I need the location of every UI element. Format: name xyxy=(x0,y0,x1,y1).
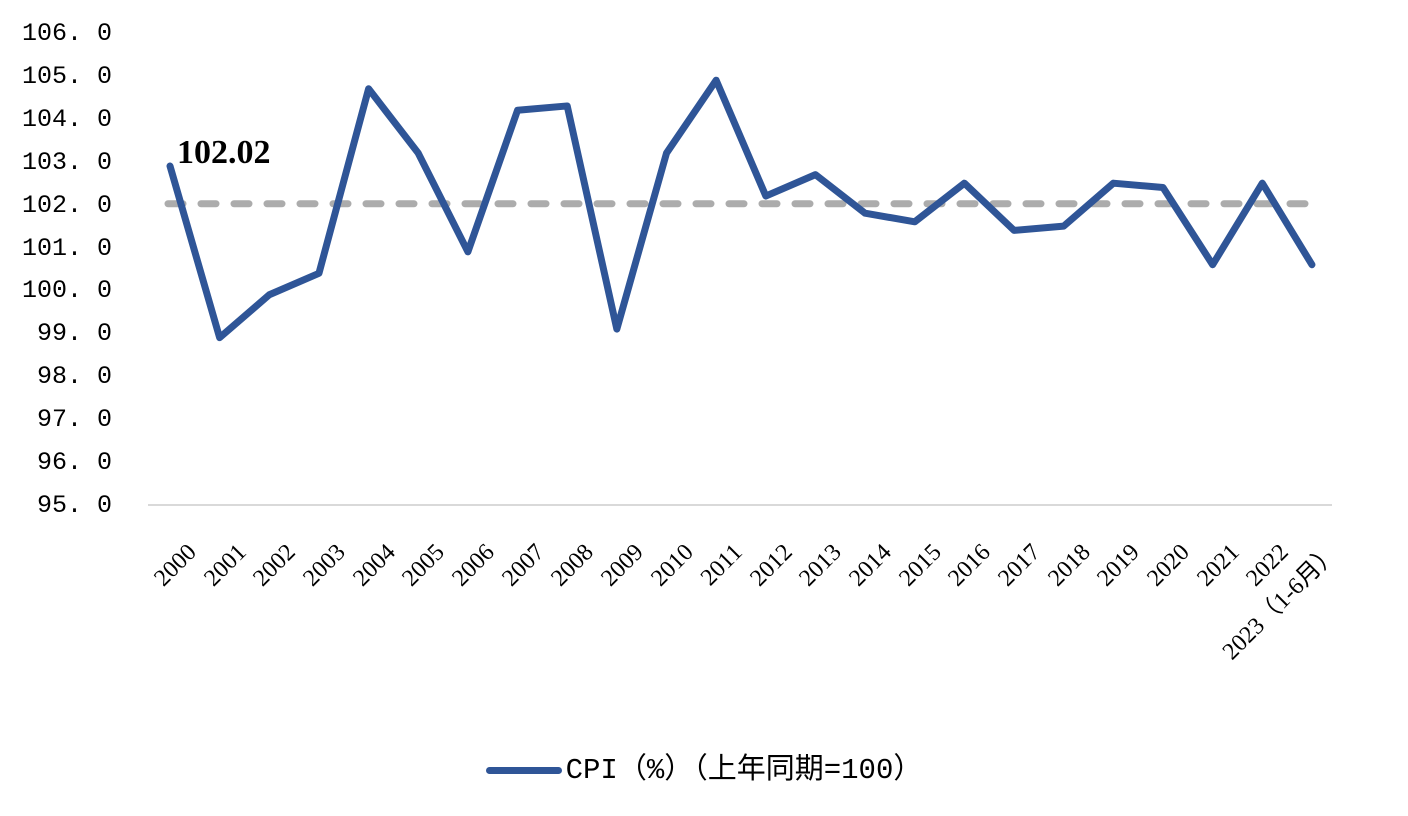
y-tick-label: 103. 0 xyxy=(21,147,112,177)
legend-line-swatch xyxy=(485,767,562,774)
legend-label: CPI（%）（上年同期=100） xyxy=(565,754,923,787)
y-tick-label: 99. 0 xyxy=(36,319,112,349)
legend: CPI（%）（上年同期=100） xyxy=(0,756,1408,785)
y-tick-label: 100. 0 xyxy=(21,276,112,306)
y-tick-label: 95. 0 xyxy=(36,491,112,520)
y-tick-label: 104. 0 xyxy=(21,104,112,134)
y-tick-label: 102. 0 xyxy=(21,190,112,220)
y-tick-label: 101. 0 xyxy=(21,233,112,263)
average-value-label: 102.02 xyxy=(177,134,271,171)
y-tick-label: 105. 0 xyxy=(21,61,112,91)
y-tick-label: 96. 0 xyxy=(36,448,112,478)
cpi-series-line xyxy=(166,76,1316,342)
y-tick-label: 106. 0 xyxy=(21,19,112,48)
y-tick-label: 97. 0 xyxy=(36,405,112,435)
y-tick-label: 98. 0 xyxy=(36,362,112,392)
